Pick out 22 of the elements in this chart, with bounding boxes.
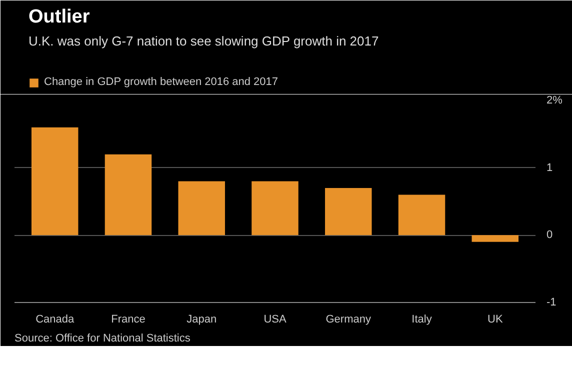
y-tick-label: 1 <box>546 162 553 174</box>
x-tick-label: Italy <box>412 314 432 326</box>
bar <box>178 181 225 236</box>
x-tick-label: USA <box>264 314 287 326</box>
bar <box>472 235 519 242</box>
chart-subtitle: U.K. was only G-7 nation to see slowing GDP growth in 2017 <box>28 34 379 48</box>
x-tick-label: UK <box>488 314 504 326</box>
chart-title: Outlier <box>28 6 90 28</box>
legend-label: Change in GDP growth between 2016 and 2017 <box>44 76 278 88</box>
bar <box>398 194 446 236</box>
bar <box>325 188 372 236</box>
x-tick-label: Canada <box>36 314 76 326</box>
y-tick-label: 0 <box>546 229 553 242</box>
x-tick-label: Japan <box>186 314 217 326</box>
bar <box>252 181 298 236</box>
x-tick-label: France <box>111 314 146 326</box>
y-tick-label: 2% <box>546 94 563 106</box>
x-tick-label: Germany <box>326 314 372 326</box>
y-tick-label: -1 <box>546 296 556 308</box>
bar <box>104 154 152 236</box>
bar <box>31 127 78 236</box>
source-note: Source: Office for National Statistics <box>14 332 191 344</box>
